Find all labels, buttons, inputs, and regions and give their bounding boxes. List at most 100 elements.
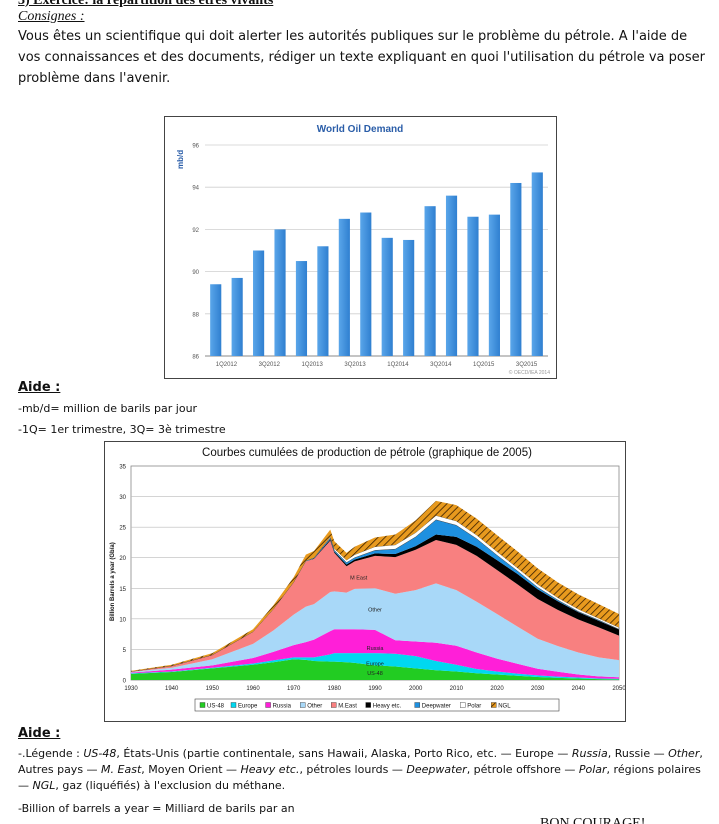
chart1-source: © OECD/IEA 2014 xyxy=(509,369,550,376)
chart2-x-tick-1970: 1970 xyxy=(287,686,301,692)
aide1-heading: Aide : xyxy=(18,380,61,395)
bar-1Q2012 xyxy=(210,284,222,356)
chart2-x-tick-1990: 1990 xyxy=(368,686,382,692)
aide1-line-mbd: -mb/d= million de barils par jour xyxy=(18,402,198,415)
bar-2Q2015 xyxy=(488,214,500,356)
legend-part-9: Heavy etc. xyxy=(240,763,300,776)
x-tick-label-1Q2012: 1Q2012 xyxy=(216,362,238,368)
annotation-other: Other xyxy=(368,608,382,614)
y-tick-label-86: 86 xyxy=(192,355,199,361)
legend-swatch-polar xyxy=(460,702,466,708)
instructions-text: Vous êtes un scientifique qui doit alert… xyxy=(18,29,705,86)
chart2-y-tick-0: 0 xyxy=(123,679,127,685)
chart2-ylabel: Billion Barrels a year (Gb/a) xyxy=(110,542,116,621)
chart2-legend: US-48 Europe Russia Other M.East Heavy etc. De… xyxy=(194,698,560,712)
chart2-y-tick-15: 15 xyxy=(119,587,126,593)
legend-part-16: , gaz (liquéfiés) à l'exclusion du métha… xyxy=(55,779,286,792)
legend-part-1: US-48 xyxy=(83,747,117,760)
area-m-east xyxy=(131,539,619,673)
legend-swatch-us-48 xyxy=(199,702,206,708)
area-other xyxy=(131,583,619,678)
legend-part-11: Deepwater xyxy=(406,763,467,776)
bar-1Q2013 xyxy=(295,261,308,356)
legend-swatch-europe xyxy=(230,702,237,708)
x-tick-label-3Q2012: 3Q2012 xyxy=(259,362,281,368)
chart2-x-tick-1950: 1950 xyxy=(206,686,220,692)
legend-label-russia: Russia xyxy=(273,704,292,710)
chart2-x-tick-2010: 2010 xyxy=(450,686,464,692)
legend-part-6: , Autres pays — xyxy=(18,747,703,776)
x-tick-label-1Q2014: 1Q2014 xyxy=(387,362,409,368)
chart2-y-tick-5: 5 xyxy=(123,648,127,654)
legend-label-deepwater: Deepwater xyxy=(422,704,451,710)
bar-2Q2013 xyxy=(317,246,329,356)
legend-part-10: , pétroles lourds — xyxy=(299,763,407,776)
bar-4Q2013 xyxy=(360,212,372,356)
chart2-x-tick-2040: 2040 xyxy=(572,686,586,692)
legend-swatch-heavy-etc- xyxy=(365,702,371,708)
y-tick-label-90: 90 xyxy=(192,270,199,276)
legend-label-us-48: US-48 xyxy=(207,704,225,710)
closing-text: BON COURAGE! xyxy=(540,816,646,824)
consignes-label: Consignes : xyxy=(18,9,85,24)
legend-part-0: -.Légende : xyxy=(18,747,84,760)
legend-part-7: M. East xyxy=(101,763,142,776)
bar-2Q2014 xyxy=(403,239,415,356)
legend-label-polar: Polar xyxy=(467,704,481,710)
chart2-x-tick-1980: 1980 xyxy=(328,686,342,692)
chart2-y-tick-25: 25 xyxy=(119,526,126,532)
legend-part-3: Russia xyxy=(571,747,608,760)
chart2-x-tick-2000: 2000 xyxy=(409,686,423,692)
world-oil-demand-svg: World Oil Demand mb/d 86 88 90 92 94 96 1Q2012 3Q… xyxy=(176,124,550,376)
legend-label-m-east: M.East xyxy=(338,704,357,710)
chart2-x-tick-2050: 2050 xyxy=(612,686,625,692)
chart2-title: Courbes cumulées de production de pétrol… xyxy=(202,447,532,459)
aide2-billion-line: -Billion of barrels a year = Milliard de… xyxy=(18,802,295,815)
chart2-y-tick-35: 35 xyxy=(119,465,126,471)
legend-label-other: Other xyxy=(307,704,322,710)
bar-3Q2012 xyxy=(253,250,265,356)
legend-part-2: , États-Unis (partie continentale, sans … xyxy=(116,747,572,760)
bar-3Q2013 xyxy=(338,218,350,356)
annotation-m-east: M East xyxy=(350,576,368,582)
oil-production-chart: Courbes cumulées de production de pétrol… xyxy=(104,441,626,722)
bar-1Q2014 xyxy=(381,237,393,356)
x-tick-label-3Q2015: 3Q2015 xyxy=(516,362,538,368)
chart1-title: World Oil Demand xyxy=(317,124,404,135)
legend-label-heavy-etc-: Heavy etc. xyxy=(373,704,402,710)
exercise-title: 3) Exercice: la répartition des êtres vi… xyxy=(18,0,274,8)
area-europe xyxy=(131,653,619,680)
area-russia xyxy=(131,629,619,679)
area-heavy-etc- xyxy=(131,534,619,672)
chart1-ylabel: mb/d xyxy=(176,150,185,169)
legend-swatch-m-east xyxy=(330,702,337,708)
world-oil-demand-chart: World Oil Demand mb/d 86 88 90 92 94 96 1Q2012 3Q… xyxy=(164,116,557,379)
area-us-48 xyxy=(131,659,619,680)
chart2-x-tick-2030: 2030 xyxy=(531,686,545,692)
bar-3Q2014 xyxy=(424,206,436,356)
x-tick-label-3Q2014: 3Q2014 xyxy=(430,362,452,368)
bar-3Q2015 xyxy=(510,182,522,356)
chart2-y-tick-10: 10 xyxy=(119,617,126,623)
legend-part-14: , régions polaires — xyxy=(18,763,701,792)
legend-part-12: , pétrole offshore — xyxy=(466,763,579,776)
chart2-x-tick-1960: 1960 xyxy=(246,686,260,692)
aide2-heading: Aide : xyxy=(18,726,61,741)
chart2-y-tick-20: 20 xyxy=(119,556,126,562)
oil-production-svg: Courbes cumulées de production de pétrol… xyxy=(110,447,626,712)
legend-part-8: , Moyen Orient — xyxy=(141,763,241,776)
aide1-line-quarters: -1Q= 1er trimestre, 3Q= 3è trimestre xyxy=(18,423,226,436)
legend-swatch-deepwater xyxy=(414,702,420,708)
bar-2Q2012 xyxy=(231,277,243,356)
bar-4Q2014 xyxy=(445,195,458,356)
annotation-us-48: US-48 xyxy=(367,671,383,677)
y-tick-label-92: 92 xyxy=(192,228,199,234)
y-tick-label-88: 88 xyxy=(192,312,199,318)
legend-swatch-ngl xyxy=(491,702,497,708)
y-tick-label-94: 94 xyxy=(192,186,199,192)
legend-part-13: Polar xyxy=(578,763,607,776)
chart2-x-tick-1940: 1940 xyxy=(165,686,179,692)
bar-1Q2015 xyxy=(467,216,479,356)
annotation-europe: Europe xyxy=(366,661,384,667)
chart2-legend-box xyxy=(194,698,560,712)
